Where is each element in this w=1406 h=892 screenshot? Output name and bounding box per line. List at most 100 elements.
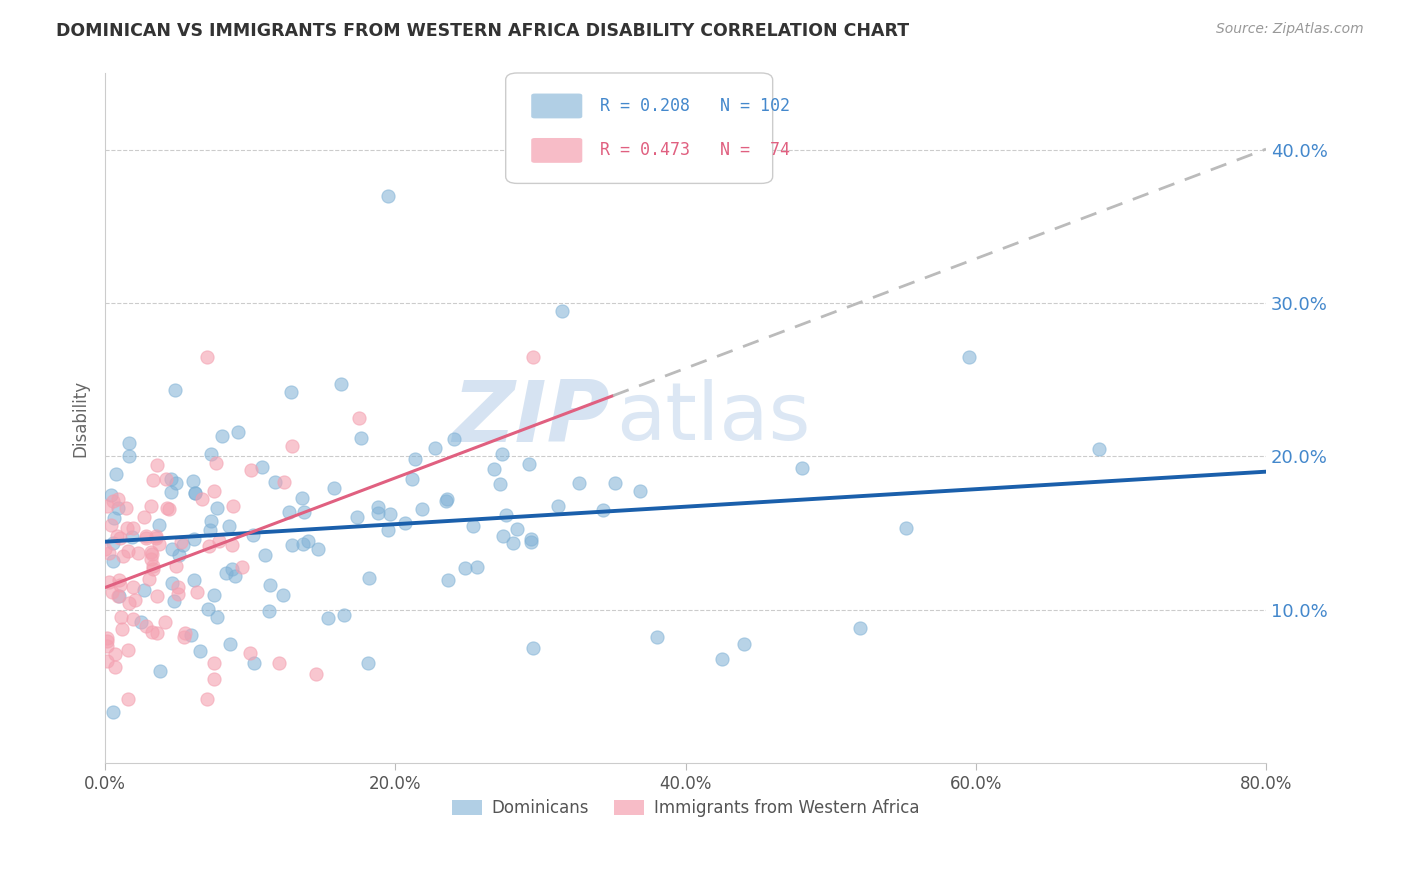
Point [141,552,163,566]
Point [520,535,543,549]
Point [165,475,187,490]
Point [146,589,169,603]
Point [1088,442,1111,456]
Point [495,508,517,523]
Point [491,446,513,460]
Point [142,473,165,487]
Point [380,508,402,522]
Point [204,483,226,498]
Point [208,533,231,548]
Point [628,483,651,498]
Point [710,652,733,666]
Point [107,589,129,603]
Point [139,499,162,513]
Point [522,641,544,656]
Point [96,654,118,668]
Point [482,462,505,476]
Point [157,502,180,516]
Point [129,615,152,629]
Point [377,188,399,202]
Point [173,630,195,644]
Point [443,432,465,446]
Point [291,491,314,505]
Point [98,546,121,560]
Point [195,691,218,706]
Point [167,580,190,594]
Point [404,451,426,466]
Point [135,619,157,633]
Point [257,604,280,618]
Point [155,472,177,486]
Point [105,529,128,543]
Point [367,500,389,514]
Point [894,520,917,534]
Point [104,647,127,661]
Point [114,500,136,515]
Point [105,467,128,481]
Point [156,501,179,516]
Point [278,505,301,519]
Point [502,536,524,550]
Point [436,492,458,507]
Point [97,575,120,590]
Point [115,521,138,535]
Point [135,529,157,543]
Point [160,484,183,499]
Point [357,656,380,670]
Point [96,633,118,648]
Point [112,549,135,564]
Point [118,435,141,450]
Point [100,517,122,532]
Point [307,542,329,557]
Point [160,576,183,591]
Point [122,580,145,594]
Point [100,488,122,502]
Text: Source: ZipAtlas.com: Source: ZipAtlas.com [1216,22,1364,37]
Point [180,628,202,642]
Point [250,460,273,475]
Point [94,541,117,556]
Point [165,558,187,573]
Point [243,656,266,670]
Point [167,587,190,601]
Point [733,636,755,650]
Point [172,538,194,552]
Point [142,558,165,573]
Point [242,528,264,542]
Point [145,529,167,543]
Point [790,461,813,475]
Point [273,475,295,489]
Point [211,429,233,443]
Point [292,504,315,518]
Point [522,350,544,364]
Point [367,506,389,520]
Point [141,545,163,559]
Text: ZIP: ZIP [453,376,610,459]
Point [107,501,129,516]
Point [163,594,186,608]
Point [329,377,352,392]
Point [134,582,156,597]
Point [401,472,423,486]
Point [141,625,163,640]
Legend: Dominicans, Immigrants from Western Africa: Dominicans, Immigrants from Western Afri… [444,792,927,824]
Point [603,476,626,491]
Point [202,588,225,602]
Point [347,411,370,425]
Point [121,530,143,544]
Point [224,568,246,582]
Point [104,659,127,673]
Text: atlas: atlas [616,379,810,457]
Point [645,631,668,645]
Point [122,521,145,535]
Point [197,539,219,553]
Point [202,657,225,671]
FancyBboxPatch shape [531,94,582,119]
Point [103,511,125,525]
Point [280,384,302,399]
Point [520,532,543,546]
Point [184,485,207,500]
Text: R = 0.473   N =  74: R = 0.473 N = 74 [600,142,790,160]
Point [142,562,165,576]
Point [108,578,131,592]
